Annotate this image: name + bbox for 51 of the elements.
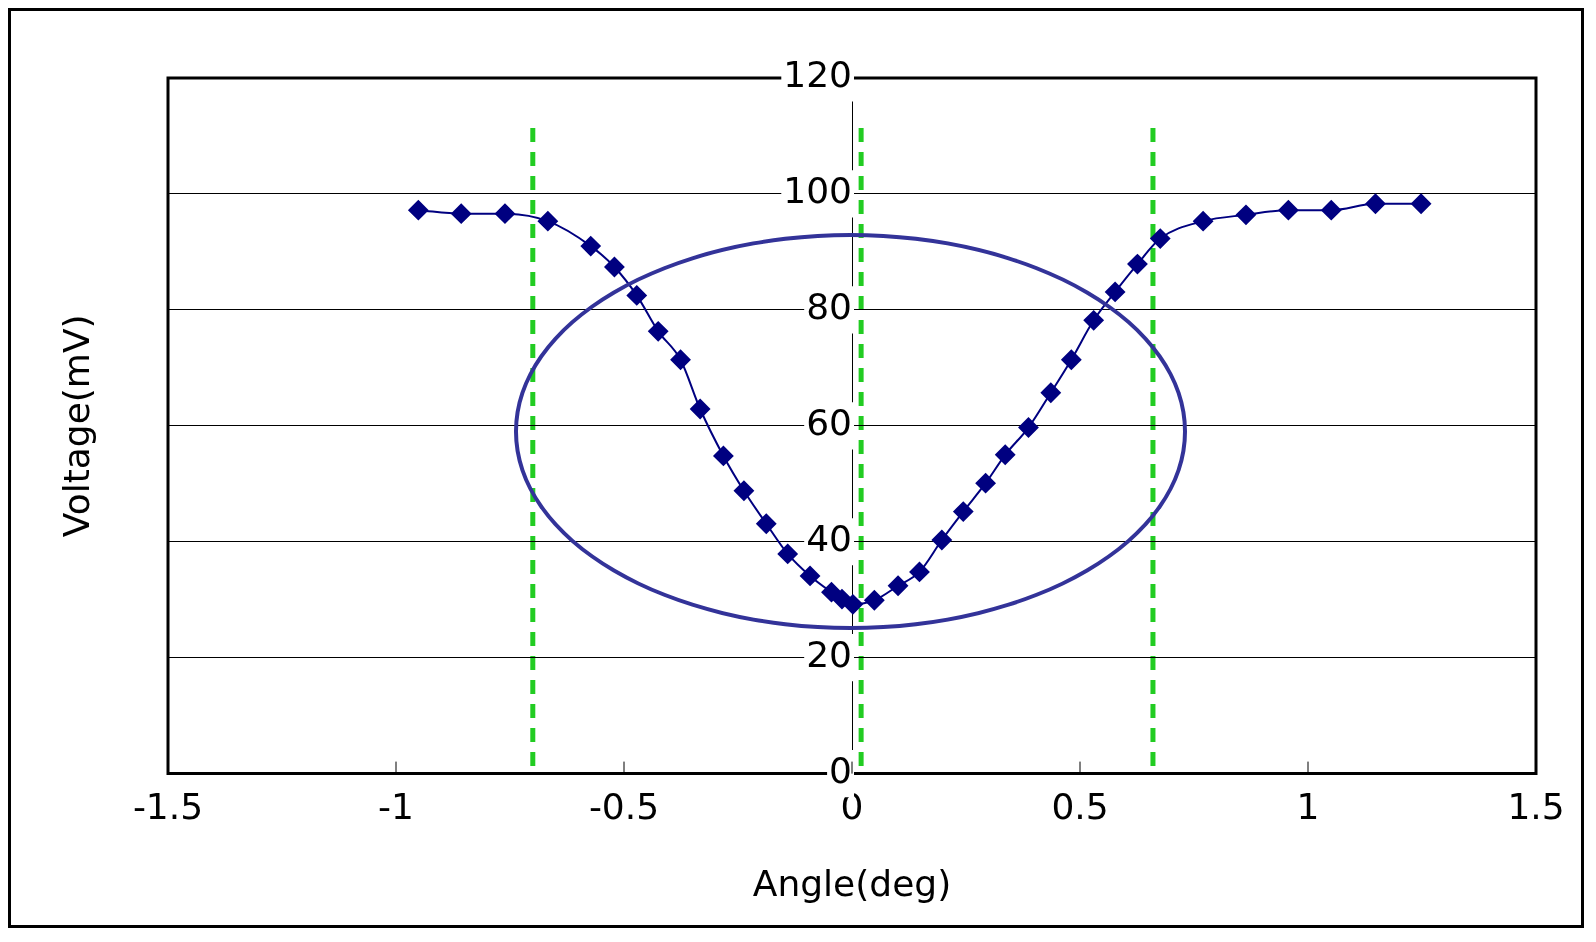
point [1018,417,1039,438]
point [713,445,734,466]
point [690,398,711,419]
point [670,349,691,370]
x-axis-title: Angle(deg) [752,862,952,904]
point [1040,382,1061,403]
y-tick-label: 20 [806,634,852,676]
x-tick-label: 1 [1296,785,1320,827]
x-tick-label: -0.5 [588,785,660,827]
y-axis-title: Voltage(mV) [56,314,98,538]
point [953,501,974,522]
point [909,561,930,582]
point [931,529,952,550]
point [1105,281,1126,302]
y-tick-label: 60 [806,402,852,444]
point [494,203,515,224]
point [648,321,669,342]
x-tick-label: -1.5 [132,785,204,827]
point [1127,254,1148,275]
point [1278,200,1299,221]
y-tick-label: 40 [806,518,852,560]
x-tick-label: 1.5 [1507,785,1565,827]
y-tick-label: 100 [783,170,852,212]
point [995,444,1016,465]
point [733,480,754,501]
point [537,211,558,232]
point [1150,228,1171,249]
point [800,565,821,586]
x-tick-label: -1 [378,785,414,827]
point [451,203,472,224]
point [756,513,777,534]
point [1365,193,1386,214]
y-tick-label: 80 [806,286,852,328]
point [1235,204,1256,225]
point [408,200,429,221]
point [1083,310,1104,331]
point [975,473,996,494]
point [1061,349,1082,370]
y-tick-label: 0 [829,749,852,791]
point [626,285,647,306]
point [1321,200,1342,221]
point [888,575,909,596]
point [1411,193,1432,214]
point [864,590,885,611]
y-tick-label: 120 [783,54,852,96]
point [777,543,798,564]
point [842,594,863,615]
point [580,236,601,257]
x-tick-label: 0.5 [1051,785,1109,827]
point [604,256,625,277]
point [1193,211,1214,232]
